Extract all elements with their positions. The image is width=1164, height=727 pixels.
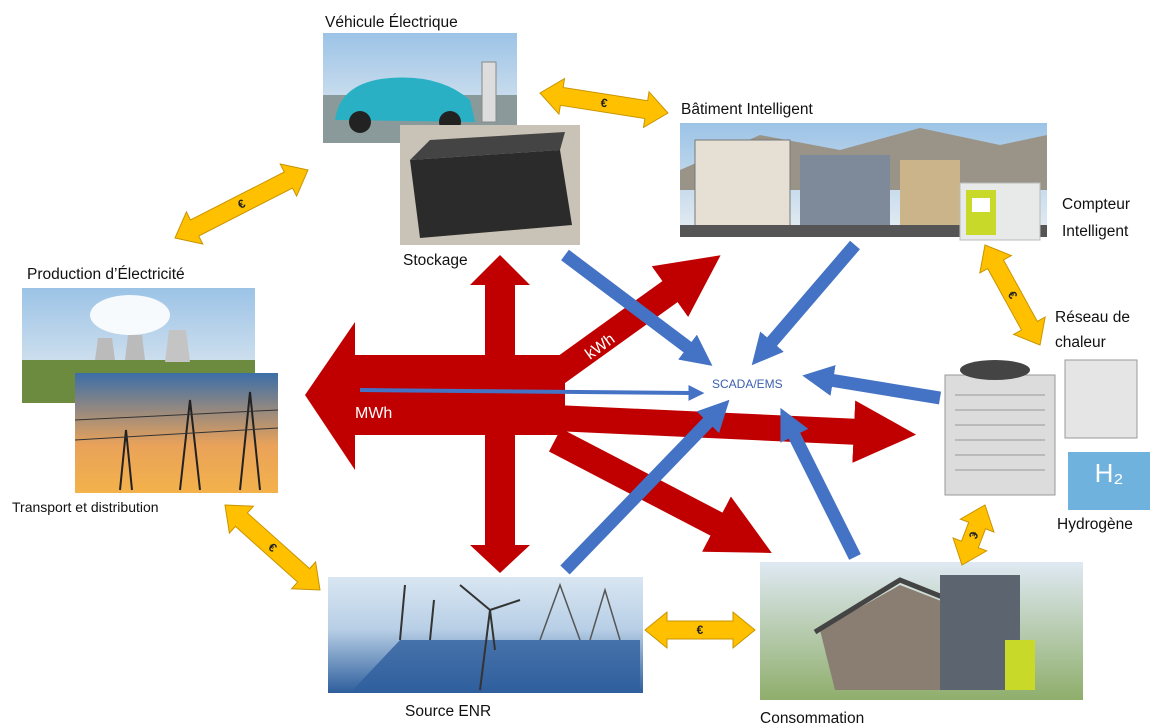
data-arrow [561,249,713,366]
exchange-shape [224,504,321,591]
transport-image [74,373,279,493]
data-arrow [359,384,705,401]
flow-arrow [532,255,721,396]
data-arrow [802,365,942,405]
exchange-arrow: € [979,244,1046,346]
consumption-image [760,562,1083,700]
data-flows: SCADA/EMS [359,240,942,575]
node-label: Bâtiment Intelligent [681,101,814,118]
meter-image [959,182,1041,241]
node-label: Transport et distribution [12,499,159,515]
node-label: Source ENR [405,703,491,720]
data-arrow [780,407,861,560]
exchange-label: € [697,623,704,637]
exchange-shape [979,244,1046,346]
node-label: Réseau de [1055,309,1130,326]
exchange-arrow: € [644,610,756,650]
node-label: chaleur [1055,334,1106,351]
building-image [680,123,1047,237]
data-arrow [560,399,730,575]
flow-arrow [548,428,772,553]
flow-arrow [305,322,565,470]
exchange-shape [174,163,309,245]
center-label: SCADA/EMS [712,377,783,391]
node-label: Véhicule Électrique [325,14,458,31]
exchange-shape [952,504,995,566]
exchange-shape [539,77,669,129]
heat-image: H₂ [944,359,1150,510]
exchange-arrow: € [539,77,669,129]
exchanges: € € € € € € [174,77,1046,650]
exchange-shape [644,610,756,650]
node-label: Consommation [760,710,864,727]
data-arrow [751,240,860,366]
exchange-arrow: € [952,504,995,566]
node-label: Compteur [1062,196,1130,213]
flow-arrow [470,420,530,573]
energy-flows: MWh kWh [305,255,917,573]
exchange-label: € [600,96,609,111]
node-label: Intelligent [1062,223,1129,240]
flow-arrow [470,255,530,410]
h2-label: H₂ [1095,458,1124,488]
node-label: Stockage [403,252,468,269]
storage-image [400,125,580,245]
exchange-arrow: € [224,504,321,591]
source-image [328,577,643,693]
vehicle-image [323,33,517,143]
mwh-label: MWh [355,405,392,422]
exchange-label: € [966,529,982,541]
node-label: Production d’Électricité [27,266,185,283]
node-label: Hydrogène [1057,516,1133,533]
exchange-arrow: € [174,163,309,245]
